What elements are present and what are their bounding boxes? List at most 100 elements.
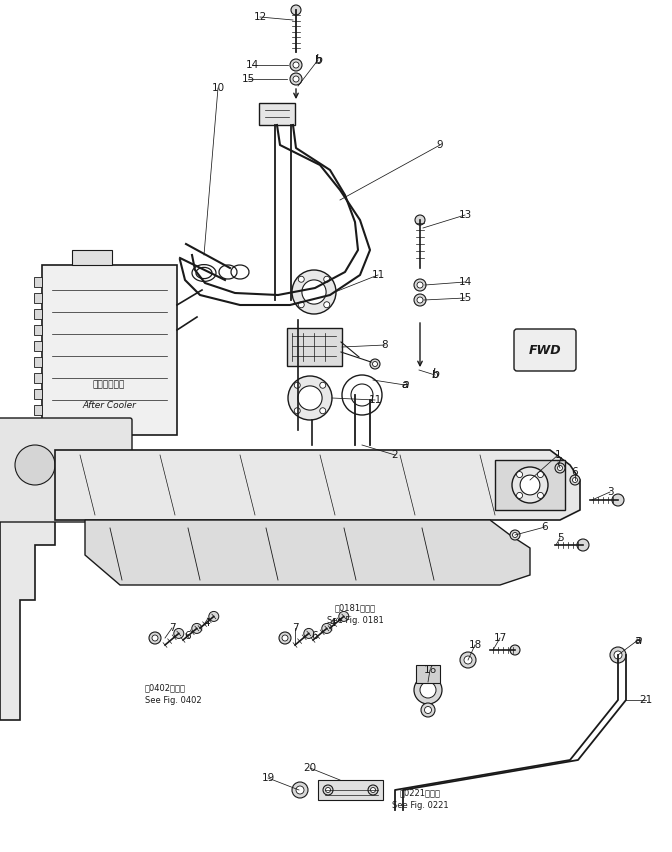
Circle shape <box>520 475 540 495</box>
Circle shape <box>291 5 301 15</box>
Text: 第0221図参照: 第0221図参照 <box>399 788 441 797</box>
Circle shape <box>325 787 331 792</box>
Circle shape <box>570 475 580 485</box>
Circle shape <box>294 383 300 389</box>
Bar <box>34 357 42 367</box>
Circle shape <box>372 361 378 366</box>
Circle shape <box>320 383 326 389</box>
Circle shape <box>174 629 183 638</box>
Bar <box>34 293 42 303</box>
Circle shape <box>292 782 308 798</box>
Circle shape <box>320 408 326 414</box>
Text: アフタクーラ: アフタクーラ <box>93 381 125 389</box>
Circle shape <box>610 647 626 663</box>
Circle shape <box>510 645 520 655</box>
Circle shape <box>573 477 577 482</box>
Circle shape <box>417 297 423 303</box>
Bar <box>34 373 42 383</box>
Circle shape <box>298 276 304 282</box>
Circle shape <box>612 494 624 506</box>
Circle shape <box>192 624 202 633</box>
Text: FWD: FWD <box>529 343 561 356</box>
Text: b: b <box>431 370 438 380</box>
Text: 5: 5 <box>556 533 563 543</box>
Circle shape <box>614 651 622 659</box>
Text: 1: 1 <box>554 450 561 460</box>
Circle shape <box>555 463 565 473</box>
Text: a: a <box>634 634 642 647</box>
Circle shape <box>149 632 161 644</box>
Circle shape <box>415 215 425 225</box>
Text: 4: 4 <box>204 618 210 628</box>
Text: 第0181図参照: 第0181図参照 <box>335 603 376 612</box>
Circle shape <box>288 376 332 420</box>
Text: b: b <box>314 55 321 65</box>
Circle shape <box>538 492 544 498</box>
Circle shape <box>421 703 435 717</box>
Bar <box>34 341 42 351</box>
Circle shape <box>513 532 517 538</box>
Circle shape <box>304 629 314 638</box>
Text: 17: 17 <box>493 633 507 643</box>
Circle shape <box>538 471 544 478</box>
Text: b: b <box>431 369 439 382</box>
Circle shape <box>339 612 349 621</box>
Text: 7: 7 <box>554 457 561 467</box>
Circle shape <box>414 676 442 704</box>
Text: 16: 16 <box>423 665 437 675</box>
Circle shape <box>512 467 548 503</box>
Text: 18: 18 <box>468 640 482 650</box>
Circle shape <box>292 270 336 314</box>
Text: 7: 7 <box>169 623 175 633</box>
Text: 10: 10 <box>212 83 224 93</box>
Bar <box>318 780 383 800</box>
Circle shape <box>517 492 523 498</box>
Circle shape <box>290 73 302 85</box>
Bar <box>416 665 440 683</box>
Bar <box>34 389 42 399</box>
Bar <box>259 103 295 125</box>
Circle shape <box>152 635 158 641</box>
Text: See Fig. 0221: See Fig. 0221 <box>392 801 448 810</box>
Text: 9: 9 <box>437 140 444 150</box>
Circle shape <box>324 302 330 308</box>
Text: b: b <box>314 54 322 66</box>
Bar <box>42 265 177 435</box>
Text: 12: 12 <box>253 12 267 22</box>
Text: 13: 13 <box>458 210 472 220</box>
Circle shape <box>296 786 304 794</box>
Circle shape <box>414 279 426 291</box>
Text: 6: 6 <box>312 631 319 641</box>
Text: 20: 20 <box>304 763 317 773</box>
Text: After Cooler: After Cooler <box>82 400 136 410</box>
Circle shape <box>290 59 302 71</box>
Circle shape <box>577 539 589 551</box>
Bar <box>72 250 112 265</box>
FancyBboxPatch shape <box>0 418 132 522</box>
Circle shape <box>279 632 291 644</box>
Text: 6: 6 <box>572 467 579 477</box>
Circle shape <box>370 787 376 792</box>
Circle shape <box>209 612 219 621</box>
Text: 3: 3 <box>607 487 614 497</box>
Bar <box>34 277 42 287</box>
Circle shape <box>298 386 322 410</box>
Circle shape <box>425 706 431 713</box>
Circle shape <box>368 785 378 795</box>
Text: 15: 15 <box>241 74 255 84</box>
Text: a: a <box>401 378 409 392</box>
Text: 15: 15 <box>458 293 472 303</box>
Text: a: a <box>635 635 641 645</box>
Circle shape <box>558 465 562 470</box>
Circle shape <box>322 624 332 633</box>
Text: 4: 4 <box>330 618 336 628</box>
Text: 11: 11 <box>368 395 382 405</box>
Circle shape <box>15 445 55 485</box>
FancyBboxPatch shape <box>514 329 576 371</box>
Circle shape <box>417 282 423 288</box>
Circle shape <box>414 294 426 306</box>
Text: 8: 8 <box>382 340 388 350</box>
Circle shape <box>420 682 436 698</box>
Text: See Fig. 0181: See Fig. 0181 <box>327 616 383 625</box>
Text: 2: 2 <box>392 450 398 460</box>
